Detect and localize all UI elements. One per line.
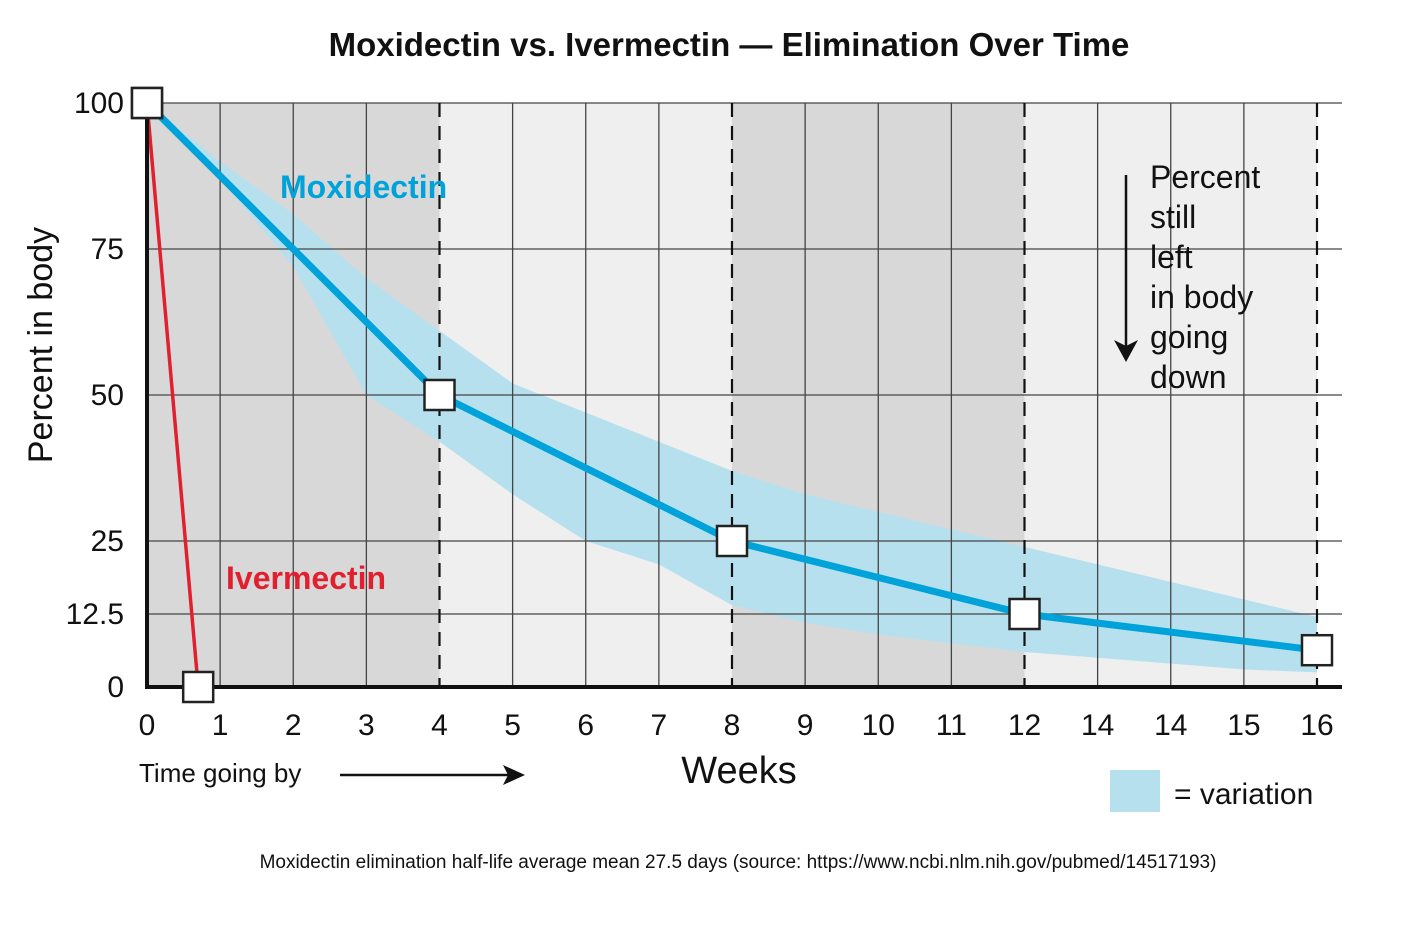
time-note: Time going by [139,758,301,788]
x-tick-label: 14 [1081,709,1114,742]
annotation: Percent still left in body going down [1150,159,1260,395]
series-label-moxidectin: Moxidectin [280,169,447,205]
annotation-line: in body [1150,279,1253,315]
footnote: Moxidectin elimination half-life average… [260,852,1217,873]
data-point-ivermectin [130,86,164,120]
x-tick-label: 0 [139,709,156,742]
y-tick-label: 0 [107,671,124,704]
annotation-line: Percent [1150,159,1260,195]
series-label-ivermectin: Ivermectin [226,560,386,596]
x-tick-label: 14 [1154,709,1187,742]
legend-variation-label: = variation [1174,778,1313,811]
annotation-line: left [1150,239,1193,275]
x-tick-label: 4 [431,709,448,742]
x-tick-label: 2 [285,709,302,742]
series-line-ivermectin [145,102,200,688]
legend-variation-swatch [1110,770,1160,812]
x-tick-label: 15 [1227,709,1260,742]
x-tick-label: 12 [1008,709,1041,742]
x-tick-label: 5 [504,709,521,742]
down-arrow-icon [1114,175,1138,362]
x-tick-label: 3 [358,709,375,742]
x-tick-label: 1 [212,709,229,742]
x-tick-label: 11 [936,709,967,742]
variation-area [147,103,1317,673]
x-tick-label: 16 [1300,709,1333,742]
y-tick-label: 50 [91,379,124,412]
y-tick-label: 75 [91,233,124,266]
y-axis-label: Percent in body [22,227,60,463]
y-tick-label: 12.5 [66,598,124,631]
variation-band [147,103,1317,673]
data-point-moxidectin [715,524,749,558]
data-point-moxidectin [423,378,456,412]
axes [145,103,1342,689]
x-tick-label: 8 [724,709,741,742]
data-point-moxidectin [1008,597,1041,631]
x-tick-label: 6 [577,709,594,742]
grid [147,102,1342,687]
data-point-ivermectin [181,670,215,704]
x-tick-label: 9 [797,709,814,742]
time-arrow-icon [340,765,525,785]
markers [130,86,1334,704]
annotation-line: still [1150,199,1196,235]
chart-title: Moxidectin vs. Ivermectin — Elimination … [329,26,1130,63]
x-axis-label: Weeks [681,750,796,792]
y-tick-label: 25 [91,525,124,558]
data-point-moxidectin [1300,633,1334,667]
y-tick-label: 100 [74,87,124,120]
annotation-line: going [1150,319,1228,355]
x-tick-label: 7 [651,709,668,742]
annotation-line: down [1150,359,1227,395]
x-tick-label: 10 [862,709,895,742]
